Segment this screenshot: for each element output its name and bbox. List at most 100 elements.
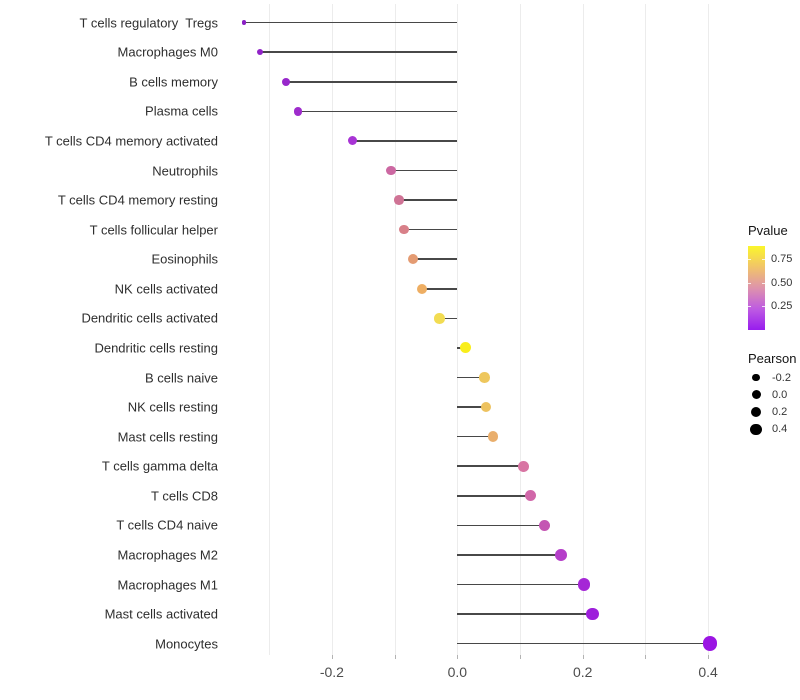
- size-legend-dot: [752, 373, 760, 382]
- colorbar-tick: [762, 283, 765, 285]
- colorbar-tick-label: 0.50: [771, 277, 793, 289]
- size-legend-label: -0.2: [772, 371, 791, 384]
- y-axis-label: Dendritic cells activated: [81, 310, 218, 326]
- lollipop-stem: [439, 317, 458, 320]
- lollipop-dot: [518, 460, 530, 472]
- gridline: [708, 4, 710, 655]
- y-axis-label: Macrophages M2: [117, 547, 218, 563]
- lollipop-stem: [457, 435, 494, 438]
- colorbar-tick: [748, 259, 751, 261]
- colorbar-tick-label: 0.75: [771, 253, 793, 265]
- lollipop-stem: [457, 583, 584, 586]
- lollipop-dot: [538, 519, 551, 532]
- y-axis-label: T cells CD8: [151, 488, 218, 504]
- colorbar-tick: [762, 259, 765, 261]
- y-axis-label: Macrophages M1: [117, 577, 218, 593]
- y-axis-label: Neutrophils: [152, 163, 218, 179]
- lollipop-dot: [434, 313, 446, 324]
- lollipop-stem: [457, 376, 485, 379]
- x-axis-tick: [394, 655, 396, 659]
- gridline: [520, 4, 521, 655]
- y-axis-label: Macrophages M0: [117, 44, 218, 60]
- gridline: [394, 4, 396, 655]
- lollipop-stem: [457, 495, 531, 497]
- size-legend-dot: [751, 390, 761, 400]
- colorbar-tick-label: 0.25: [771, 300, 793, 312]
- lollipop-dot: [348, 136, 358, 146]
- size-legend-dot: [750, 406, 762, 418]
- y-axis-label: T cells CD4 memory activated: [44, 133, 218, 149]
- x-axis-tick: [457, 655, 459, 659]
- x-tick-label: 0.4: [698, 664, 718, 680]
- lollipop-stem: [404, 228, 458, 231]
- gridline: [457, 4, 459, 655]
- lollipop-stem: [457, 613, 593, 615]
- y-axis-label: Mast cells resting: [117, 429, 218, 445]
- lollipop-stem: [457, 642, 710, 645]
- y-axis-label: T cells regulatory Tregs: [79, 15, 218, 31]
- y-axis-label: B cells naive: [145, 370, 218, 386]
- y-axis-label: Plasma cells: [145, 103, 218, 119]
- lollipop-dot: [417, 283, 428, 294]
- lollipop-stem: [259, 51, 458, 54]
- lollipop-dot: [478, 372, 490, 383]
- lollipop-dot: [487, 431, 499, 443]
- x-axis-tick: [645, 655, 647, 659]
- pvalue-colorbar: [748, 246, 765, 330]
- lollipop-stem: [390, 169, 458, 172]
- lollipop-stem: [412, 258, 458, 261]
- lollipop-dot: [241, 20, 247, 25]
- lollipop-dot: [394, 195, 404, 205]
- lollipop-dot: [281, 77, 290, 86]
- lollipop-stem: [422, 288, 458, 290]
- x-tick-label: -0.2: [319, 664, 344, 680]
- lollipop-stem: [244, 21, 458, 24]
- y-axis-label: T cells CD4 naive: [116, 517, 218, 533]
- y-axis-label: T cells gamma delta: [101, 458, 218, 474]
- size-legend-label: 0.4: [772, 423, 788, 436]
- y-axis-label: NK cells resting: [127, 399, 218, 415]
- x-axis-tick: [582, 655, 584, 659]
- pearson-legend-title: Pearson: [748, 351, 797, 366]
- lollipop-dot: [399, 224, 409, 235]
- x-axis-tick: [520, 655, 521, 659]
- y-axis-label: Dendritic cells resting: [94, 340, 218, 356]
- gridline: [582, 4, 584, 655]
- lollipop-dot: [577, 578, 591, 591]
- size-legend-label: 0.2: [772, 406, 788, 419]
- colorbar-tick: [748, 283, 751, 285]
- lollipop-stem: [352, 140, 458, 142]
- colorbar-tick: [748, 306, 751, 308]
- x-tick-label: 0.0: [447, 664, 468, 680]
- x-axis-tick: [708, 655, 710, 659]
- gridline: [269, 4, 271, 655]
- pvalue-legend-title: Pvalue: [748, 223, 788, 238]
- colorbar-tick: [762, 306, 765, 308]
- lollipop-dot: [459, 342, 471, 354]
- y-axis-label: Eosinophils: [151, 251, 219, 267]
- lollipop-dot: [554, 549, 567, 561]
- y-axis-label: B cells memory: [129, 74, 218, 90]
- x-tick-label: 0.2: [572, 664, 593, 680]
- lollipop-dot: [256, 49, 263, 56]
- lollipop-stem: [457, 406, 487, 408]
- y-axis-label: Monocytes: [155, 636, 218, 652]
- lollipop-stem: [457, 524, 545, 527]
- size-legend-label: 0.0: [772, 388, 788, 401]
- gridline: [645, 4, 647, 655]
- lollipop-stem: [457, 465, 524, 468]
- lollipop-stem: [285, 81, 458, 83]
- size-legend-dot: [750, 423, 762, 436]
- lollipop-dot: [702, 636, 718, 651]
- lollipop-stem: [298, 110, 458, 113]
- lollipop-stem: [398, 199, 458, 201]
- lollipop-dot: [293, 107, 303, 116]
- lollipop-dot: [585, 607, 599, 621]
- lollipop-dot: [407, 254, 418, 265]
- lollipop-dot: [386, 165, 396, 176]
- y-axis-label: T cells CD4 memory resting: [57, 192, 218, 208]
- x-axis-tick: [331, 655, 333, 659]
- y-axis-label: T cells follicular helper: [89, 222, 218, 238]
- gridline: [331, 4, 333, 655]
